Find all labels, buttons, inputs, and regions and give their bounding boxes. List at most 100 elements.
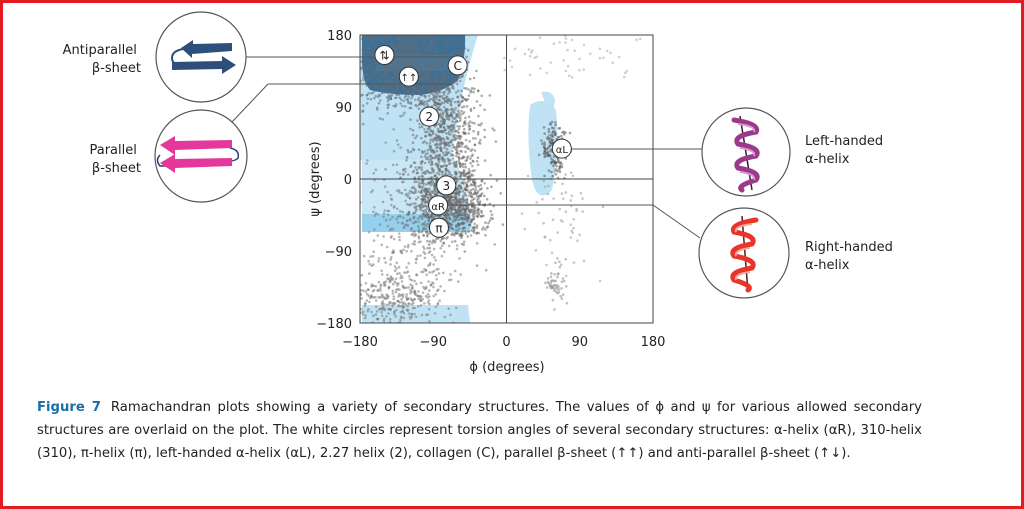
scatter-point (422, 182, 426, 185)
scatter-point (410, 226, 414, 230)
marker-label: 3 (442, 179, 450, 193)
scatter-point (420, 330, 423, 333)
scatter-point (493, 243, 497, 246)
scatter-point (404, 199, 407, 203)
scatter-point (425, 313, 428, 317)
marker-label: ⇅ (379, 49, 389, 63)
scatter-point (557, 285, 560, 288)
scatter-point (401, 210, 404, 214)
scatter-point (537, 211, 541, 215)
scatter-point (477, 231, 480, 235)
scatter-point (406, 194, 410, 198)
scatter-point (458, 111, 461, 115)
scatter-point (388, 21, 391, 24)
scatter-point (455, 163, 459, 166)
scatter-point (366, 159, 369, 162)
scatter-point (351, 69, 354, 72)
scatter-point (473, 197, 476, 201)
scatter-point (447, 162, 451, 166)
scatter-point (455, 151, 459, 155)
scatter-point (420, 223, 424, 226)
scatter-point (415, 168, 419, 172)
scatter-point (421, 59, 425, 62)
scatter-point (442, 271, 445, 275)
scatter-point (380, 273, 384, 276)
scatter-point (379, 289, 382, 292)
scatter-point (435, 149, 439, 153)
scatter-point (559, 294, 562, 298)
scatter-point (455, 154, 458, 158)
scatter-point (407, 243, 410, 247)
scatter-point (393, 312, 396, 316)
scatter-point (415, 273, 419, 277)
scatter-point (397, 189, 401, 192)
scatter-point (469, 208, 473, 211)
scatter-point (363, 46, 366, 49)
scatter-point (458, 175, 462, 178)
scatter-point (419, 54, 423, 57)
scatter-point (352, 296, 355, 299)
scatter-point (457, 218, 460, 221)
scatter-point (385, 315, 388, 318)
scatter-point (439, 102, 442, 106)
y-axis-label: ψ (degrees) (308, 141, 323, 216)
scatter-point (360, 274, 364, 277)
scatter-point (556, 291, 559, 295)
scatter-point (439, 77, 442, 81)
scatter-point (430, 253, 434, 257)
scatter-point (442, 118, 445, 121)
scatter-point (443, 158, 447, 162)
scatter-point (417, 107, 421, 110)
scatter-point (461, 156, 465, 160)
scatter-point (464, 188, 468, 192)
scatter-point (384, 74, 388, 78)
scatter-point (556, 168, 560, 171)
scatter-point (419, 160, 423, 164)
scatter-point (442, 93, 446, 96)
scatter-point (402, 88, 405, 91)
scatter-point (476, 89, 480, 92)
scatter-point (413, 205, 417, 209)
marker-label: αR (431, 202, 445, 213)
scatter-point (392, 237, 396, 241)
scatter-point (569, 223, 573, 226)
scatter-point (411, 65, 415, 68)
scatter-point (440, 80, 443, 84)
scatter-point (578, 69, 581, 72)
antiparallel-label-line1: Antiparallel (63, 43, 137, 58)
scatter-point (466, 235, 470, 238)
scatter-point (582, 259, 586, 263)
scatter-point (455, 247, 459, 251)
scatter-point (407, 41, 411, 44)
scatter-point (429, 183, 433, 187)
scatter-point (401, 39, 404, 42)
scatter-point (484, 234, 487, 237)
scatter-point (383, 185, 387, 188)
scatter-point (401, 43, 405, 46)
scatter-point (342, 60, 345, 63)
scatter-point (382, 87, 385, 90)
scatter-point (413, 306, 417, 310)
scatter-point (480, 192, 484, 195)
scatter-point (485, 198, 489, 201)
scatter-point (377, 93, 381, 97)
scatter-point (465, 99, 468, 102)
scatter-point (432, 215, 436, 218)
scatter-point (365, 93, 369, 97)
scatter-point (455, 306, 458, 310)
scatter-point (384, 67, 387, 71)
scatter-point (441, 97, 445, 100)
scatter-point (499, 192, 503, 195)
scatter-point (374, 313, 378, 316)
scatter-point (399, 62, 402, 65)
scatter-point (413, 312, 416, 316)
scatter-point (372, 250, 376, 253)
scatter-point (443, 57, 446, 61)
scatter-point (472, 106, 476, 110)
scatter-point (417, 148, 421, 151)
scatter-point (490, 185, 493, 189)
scatter-point (562, 197, 565, 200)
y-tick-label: −180 (316, 317, 352, 332)
scatter-point (413, 29, 416, 32)
scatter-point (455, 144, 459, 148)
